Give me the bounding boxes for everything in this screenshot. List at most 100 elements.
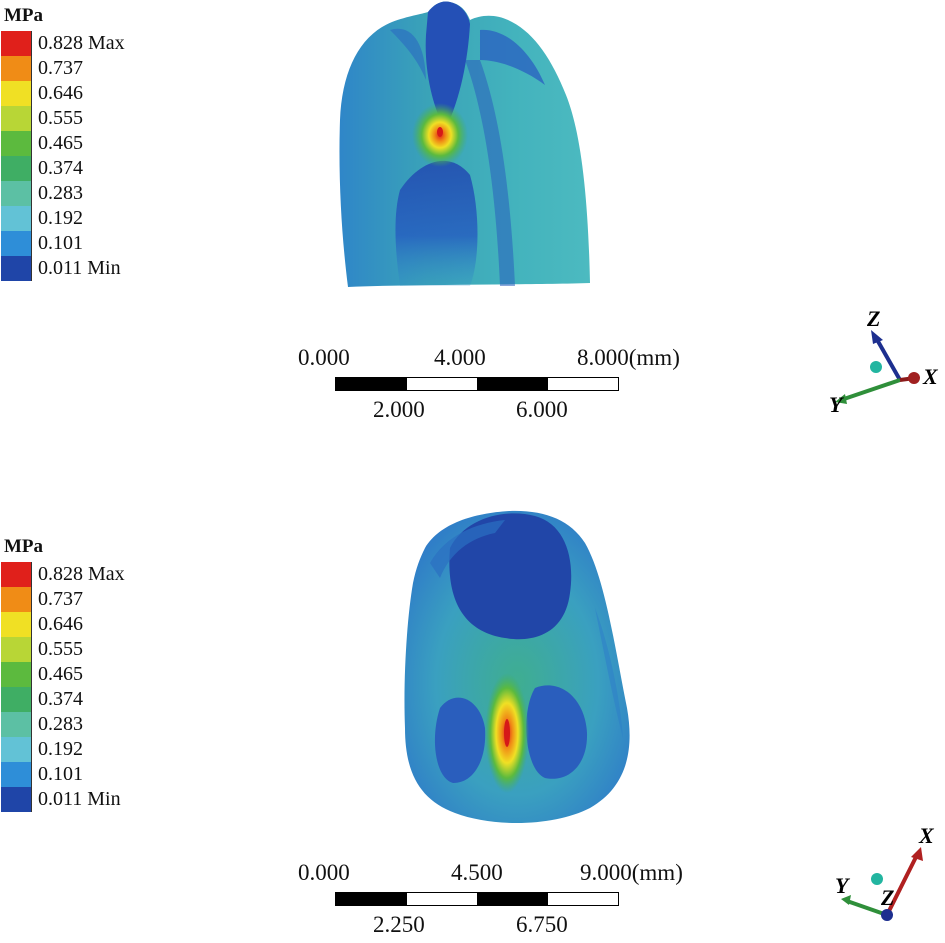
tooth-model-occlusal-view <box>404 510 630 824</box>
distolingual-cusp <box>526 685 588 779</box>
z-axis-icon <box>873 335 902 381</box>
distobuccal-cusp <box>434 697 486 783</box>
scale-label-end: 8.000(mm) <box>577 345 680 370</box>
legend-swatch <box>1 687 32 712</box>
y-axis-icon <box>840 378 901 402</box>
scale-segment <box>336 893 407 905</box>
scale-bar-segments <box>335 377 619 391</box>
x-axis-endpoint-icon <box>908 372 920 384</box>
max-stress-line <box>504 719 510 747</box>
legend-entry: 0.737 <box>0 587 180 612</box>
legend-swatch <box>1 56 32 81</box>
stress-panel-top: MPa 0.828 Max 0.737 0.646 0.555 0.465 0.374 0.… <box>0 0 945 467</box>
cusp-rim <box>430 520 505 578</box>
legend-entry: 0.828 Max <box>0 562 180 587</box>
legend-swatch <box>1 181 32 206</box>
legend-entry: 0.011 Min <box>0 787 180 812</box>
tooth-model-buccal-view <box>339 1 590 288</box>
axis-label-y: Y <box>829 392 845 417</box>
legend-swatch <box>1 81 32 106</box>
legend-swatch <box>1 712 32 737</box>
legend-entry: 0.555 <box>0 637 180 662</box>
legend-swatch <box>1 562 32 587</box>
legend-value: 0.828 Max <box>38 563 125 585</box>
scale-label-mid: 4.000 <box>434 345 486 370</box>
legend-swatch <box>1 31 32 56</box>
scale-label-end: 9.000(mm) <box>580 860 683 885</box>
scale-segment <box>406 893 477 905</box>
legend-entry: 0.374 <box>0 156 180 181</box>
y-axis-arrowhead-icon <box>841 895 851 905</box>
legend-swatch <box>1 787 32 812</box>
axis-label-z: Z <box>880 885 894 910</box>
scale-bar-segments <box>335 892 619 906</box>
max-stress-point <box>437 127 443 137</box>
origin-marker-icon <box>870 361 882 373</box>
legend-value: 0.555 <box>38 107 83 129</box>
legend-entry: 0.192 <box>0 206 180 231</box>
legend-swatch <box>1 662 32 687</box>
scale-segment <box>547 378 618 390</box>
legend-value: 0.465 <box>38 663 83 685</box>
lower-blue-zone <box>395 160 478 286</box>
scale-label-mid: 4.500 <box>451 860 503 885</box>
legend-swatch <box>1 762 32 787</box>
legend-value: 0.737 <box>38 57 83 79</box>
central-cusp-ridge <box>425 1 470 131</box>
legend-entry: 0.555 <box>0 106 180 131</box>
scale-label-start: 0.000 <box>298 345 350 370</box>
scale-segment <box>477 893 548 905</box>
legend-entry: 0.192 <box>0 737 180 762</box>
legend-swatch <box>1 131 32 156</box>
legend-entry: 0.646 <box>0 81 180 106</box>
legend-value: 0.011 Min <box>38 788 121 810</box>
scale-segment <box>406 378 477 390</box>
legend-entry: 0.737 <box>0 56 180 81</box>
legend-entry: 0.646 <box>0 612 180 637</box>
legend-value: 0.555 <box>38 638 83 660</box>
scale-label-start: 0.000 <box>298 860 350 885</box>
scale-label-three-quarter: 6.000 <box>516 397 568 422</box>
legend-swatch <box>1 231 32 256</box>
z-axis-endpoint-icon <box>881 909 893 921</box>
scale-label-three-quarter: 6.750 <box>516 912 568 937</box>
legend-value: 0.828 Max <box>38 32 125 54</box>
axis-label-y: Y <box>835 873 851 898</box>
legend-entry: 0.011 Min <box>0 256 180 281</box>
scale-segment <box>477 378 548 390</box>
legend-value: 0.192 <box>38 207 83 229</box>
x-axis-icon <box>885 854 919 916</box>
scale-label-quarter: 2.000 <box>373 397 425 422</box>
legend-swatch <box>1 206 32 231</box>
legend-swatch <box>1 256 32 281</box>
scale-segment <box>336 378 407 390</box>
legend-value: 0.646 <box>38 82 83 104</box>
legend-value: 0.192 <box>38 738 83 760</box>
right-cusp-ridge <box>480 29 545 86</box>
legend-list: 0.828 Max 0.737 0.646 0.555 0.465 0.374 0.283 0… <box>0 562 180 812</box>
scale-bar: 0.000 4.500 9.000(mm) 2.250 6.750 <box>298 860 683 940</box>
legend-list: 0.828 Max 0.737 0.646 0.555 0.465 0.374 0.283 0… <box>0 31 180 281</box>
y-axis-icon <box>846 899 888 917</box>
axis-label-x: X <box>918 823 935 848</box>
legend-entry: 0.101 <box>0 231 180 256</box>
scale-segment <box>547 893 618 905</box>
rim-shadow <box>595 608 623 738</box>
legend-value: 0.374 <box>38 688 83 710</box>
legend-entry: 0.465 <box>0 662 180 687</box>
legend-swatch <box>1 106 32 131</box>
axis-label-x: X <box>922 364 939 389</box>
legend-entry: 0.465 <box>0 131 180 156</box>
legend-entry: 0.374 <box>0 687 180 712</box>
stress-panel-bottom: MPa 0.828 Max 0.737 0.646 0.555 0.465 0.374 0.… <box>0 468 945 937</box>
scale-label-quarter: 2.250 <box>373 912 425 937</box>
x-axis-arrowhead-icon <box>911 847 923 861</box>
legend-value: 0.646 <box>38 613 83 635</box>
coordinate-axes-triad: Z X Y <box>829 306 939 417</box>
legend-swatch <box>1 587 32 612</box>
legend-value: 0.374 <box>38 157 83 179</box>
legend-swatch <box>1 737 32 762</box>
left-cusp-shadow <box>390 28 426 80</box>
legend-value: 0.101 <box>38 763 83 785</box>
legend-value: 0.465 <box>38 132 83 154</box>
